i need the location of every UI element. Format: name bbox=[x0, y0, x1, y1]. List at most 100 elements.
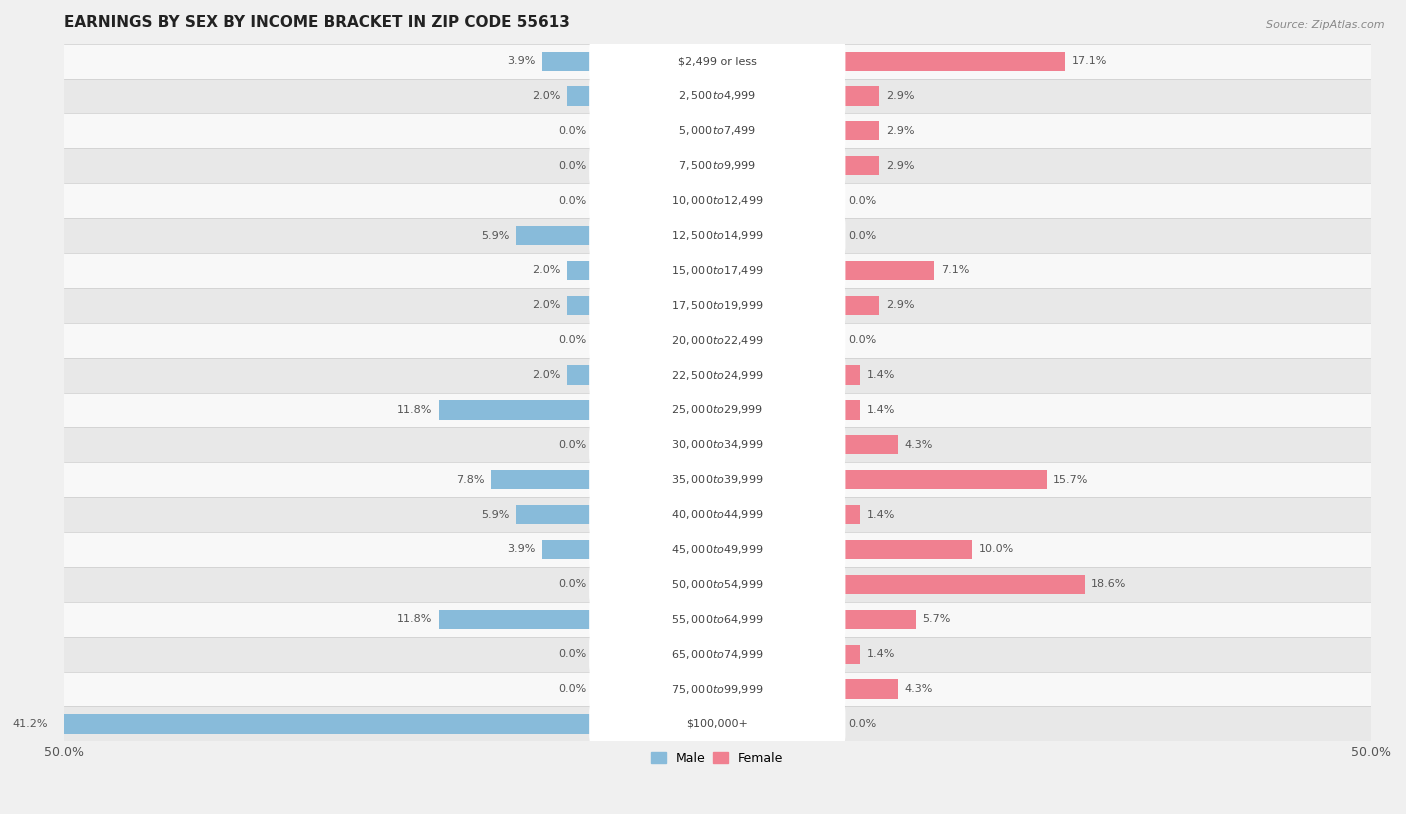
Bar bbox=[63, 148, 1371, 183]
Bar bbox=[63, 707, 1371, 742]
Text: 2.9%: 2.9% bbox=[886, 300, 914, 310]
Bar bbox=[842, 121, 879, 141]
Text: 0.0%: 0.0% bbox=[558, 335, 586, 345]
FancyBboxPatch shape bbox=[589, 144, 845, 187]
Bar bbox=[63, 392, 1371, 427]
Bar bbox=[567, 295, 593, 315]
Text: 41.2%: 41.2% bbox=[13, 719, 48, 729]
Text: $2,500 to $4,999: $2,500 to $4,999 bbox=[678, 90, 756, 103]
Bar bbox=[63, 218, 1371, 253]
Bar bbox=[63, 497, 1371, 532]
Text: $45,000 to $49,999: $45,000 to $49,999 bbox=[671, 543, 763, 556]
FancyBboxPatch shape bbox=[589, 284, 845, 326]
Bar bbox=[842, 610, 917, 629]
Bar bbox=[439, 400, 593, 419]
Bar bbox=[842, 645, 860, 663]
Text: $40,000 to $44,999: $40,000 to $44,999 bbox=[671, 508, 763, 521]
Bar bbox=[63, 462, 1371, 497]
Text: 0.0%: 0.0% bbox=[848, 719, 876, 729]
Text: $12,500 to $14,999: $12,500 to $14,999 bbox=[671, 229, 763, 242]
Text: 11.8%: 11.8% bbox=[396, 615, 432, 624]
Bar bbox=[63, 322, 1371, 357]
Bar bbox=[63, 532, 1371, 567]
Text: $25,000 to $29,999: $25,000 to $29,999 bbox=[671, 404, 763, 417]
Bar bbox=[491, 470, 593, 489]
Text: 1.4%: 1.4% bbox=[866, 370, 894, 380]
Text: 10.0%: 10.0% bbox=[979, 545, 1014, 554]
Text: 7.1%: 7.1% bbox=[941, 265, 969, 275]
Text: 2.9%: 2.9% bbox=[886, 160, 914, 171]
Text: 0.0%: 0.0% bbox=[558, 684, 586, 694]
Legend: Male, Female: Male, Female bbox=[645, 747, 789, 770]
FancyBboxPatch shape bbox=[589, 562, 845, 606]
FancyBboxPatch shape bbox=[589, 458, 845, 501]
Text: $50,000 to $54,999: $50,000 to $54,999 bbox=[671, 578, 763, 591]
Text: 2.0%: 2.0% bbox=[531, 265, 561, 275]
FancyBboxPatch shape bbox=[589, 528, 845, 571]
Bar bbox=[63, 78, 1371, 113]
Bar bbox=[842, 365, 860, 385]
Bar bbox=[63, 288, 1371, 322]
Text: 3.9%: 3.9% bbox=[508, 545, 536, 554]
Bar bbox=[63, 183, 1371, 218]
Text: 4.3%: 4.3% bbox=[904, 440, 932, 450]
Text: $10,000 to $12,499: $10,000 to $12,499 bbox=[671, 195, 763, 207]
FancyBboxPatch shape bbox=[589, 179, 845, 222]
Bar bbox=[842, 505, 860, 524]
FancyBboxPatch shape bbox=[589, 493, 845, 536]
Bar bbox=[842, 680, 897, 698]
Bar bbox=[63, 427, 1371, 462]
Bar bbox=[63, 357, 1371, 392]
Text: 0.0%: 0.0% bbox=[848, 195, 876, 206]
Bar bbox=[567, 365, 593, 385]
Text: 0.0%: 0.0% bbox=[558, 580, 586, 589]
Text: 0.0%: 0.0% bbox=[558, 195, 586, 206]
Text: $20,000 to $22,499: $20,000 to $22,499 bbox=[671, 334, 763, 347]
Text: 3.9%: 3.9% bbox=[508, 56, 536, 66]
FancyBboxPatch shape bbox=[589, 109, 845, 152]
Bar bbox=[842, 51, 1066, 71]
Text: $17,500 to $19,999: $17,500 to $19,999 bbox=[671, 299, 763, 312]
Text: Source: ZipAtlas.com: Source: ZipAtlas.com bbox=[1267, 20, 1385, 30]
Text: $7,500 to $9,999: $7,500 to $9,999 bbox=[678, 160, 756, 173]
Bar bbox=[567, 86, 593, 106]
Text: $30,000 to $34,999: $30,000 to $34,999 bbox=[671, 438, 763, 451]
Text: 1.4%: 1.4% bbox=[866, 405, 894, 415]
Bar bbox=[63, 567, 1371, 602]
Text: 2.9%: 2.9% bbox=[886, 91, 914, 101]
Bar bbox=[567, 260, 593, 280]
Text: 4.3%: 4.3% bbox=[904, 684, 932, 694]
FancyBboxPatch shape bbox=[589, 40, 845, 82]
Bar bbox=[439, 610, 593, 629]
Text: 1.4%: 1.4% bbox=[866, 649, 894, 659]
Text: $65,000 to $74,999: $65,000 to $74,999 bbox=[671, 648, 763, 661]
Bar bbox=[842, 540, 972, 559]
FancyBboxPatch shape bbox=[589, 597, 845, 641]
Bar bbox=[63, 602, 1371, 637]
Text: 0.0%: 0.0% bbox=[558, 440, 586, 450]
Bar bbox=[842, 86, 879, 106]
Text: 2.0%: 2.0% bbox=[531, 370, 561, 380]
Text: 2.0%: 2.0% bbox=[531, 300, 561, 310]
Text: $5,000 to $7,499: $5,000 to $7,499 bbox=[678, 125, 756, 138]
Bar bbox=[63, 44, 1371, 78]
FancyBboxPatch shape bbox=[589, 702, 845, 746]
FancyBboxPatch shape bbox=[589, 214, 845, 257]
FancyBboxPatch shape bbox=[589, 667, 845, 711]
Text: 15.7%: 15.7% bbox=[1053, 475, 1088, 484]
Text: $100,000+: $100,000+ bbox=[686, 719, 748, 729]
Text: $75,000 to $99,999: $75,000 to $99,999 bbox=[671, 682, 763, 695]
Bar bbox=[63, 253, 1371, 288]
Bar bbox=[842, 575, 1084, 594]
Text: 11.8%: 11.8% bbox=[396, 405, 432, 415]
Bar bbox=[842, 260, 935, 280]
Bar bbox=[63, 672, 1371, 707]
Text: 0.0%: 0.0% bbox=[558, 649, 586, 659]
Text: $15,000 to $17,499: $15,000 to $17,499 bbox=[671, 264, 763, 277]
Text: 18.6%: 18.6% bbox=[1091, 580, 1126, 589]
Text: $55,000 to $64,999: $55,000 to $64,999 bbox=[671, 613, 763, 626]
Text: 2.0%: 2.0% bbox=[531, 91, 561, 101]
FancyBboxPatch shape bbox=[589, 353, 845, 396]
Bar bbox=[842, 435, 897, 454]
Text: 7.8%: 7.8% bbox=[456, 475, 485, 484]
